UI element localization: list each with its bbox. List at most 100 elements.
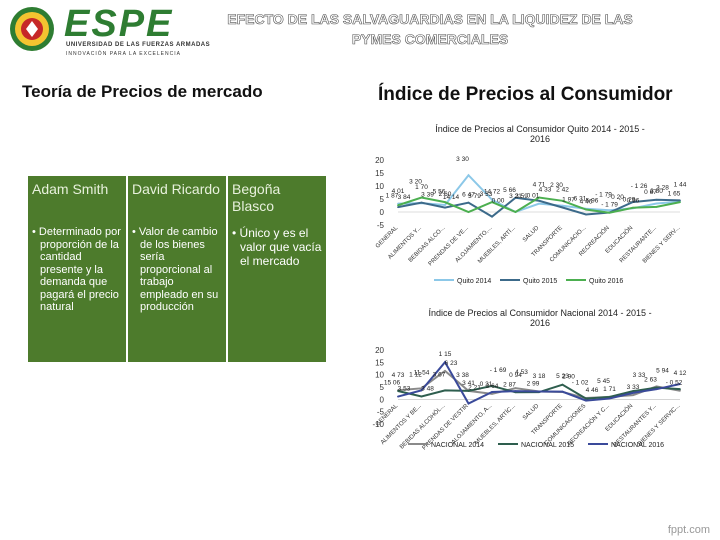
national-category-label: BIENES Y SERVIC... (637, 403, 681, 447)
national-category-label: MUEBLES, ARTÍC... (473, 402, 517, 446)
national-point (679, 388, 681, 391)
national-point (561, 383, 564, 386)
quito-point (397, 206, 399, 209)
national-point (514, 387, 517, 390)
national-point (608, 397, 611, 400)
quito-point (538, 196, 540, 199)
national-data-label: 5 23 (556, 373, 569, 380)
national-point (420, 389, 423, 392)
quito-category-label: MUEBLES, ARTÍ... (476, 224, 517, 265)
national-data-label: 6 23 (445, 360, 458, 367)
quito-point (514, 211, 517, 213)
national-data-label: 3 38 (456, 372, 469, 379)
quito-point (420, 201, 423, 204)
theory-body-ricardo: Valor de cambio de los bienes sería prop… (128, 222, 226, 362)
university-name: UNIVERSIDAD DE LAS FUERZAS ARMADAS (66, 42, 211, 48)
national-data-label: 5 45 (597, 378, 610, 385)
quito-data-label: 3 84 (398, 194, 411, 201)
national-ytick: -5 (377, 408, 385, 417)
national-data-label: - 1 69 (490, 367, 507, 374)
quito-data-label: - 1 79 (595, 191, 612, 198)
theory-text-blasco: Único y es el valor que vacía el mercado (232, 226, 322, 268)
quito-data-label: 0 67 (644, 189, 657, 196)
national-point (467, 402, 470, 405)
quito-title: Índice de Precios al Consumidor Quito 20… (435, 124, 645, 134)
national-ytick: -10 (372, 420, 384, 429)
national-point (444, 389, 446, 392)
national-data-label: 0 31 (480, 381, 493, 388)
national-data-label: 2 90 (562, 374, 575, 381)
national-point (561, 390, 564, 393)
quito-data-label: - 0 29 (619, 197, 636, 204)
quito-data-label: 6 31 (574, 195, 587, 202)
theory-heading: Teoría de Precios de mercado (22, 82, 263, 101)
national-data-label: 1 71 (603, 386, 616, 393)
quito-point (514, 196, 517, 199)
national-point (655, 388, 658, 391)
national-data-label: 2 21 (468, 385, 481, 392)
quito-ytick: 15 (375, 169, 384, 178)
national-category-label: RECREACIÓN Y C... (566, 402, 611, 447)
national-ytick: 15 (375, 358, 384, 367)
quito-category-label: PRENDAS DE VE... (428, 225, 470, 267)
quito-point (467, 201, 470, 204)
theory-body-smith: Determinado por proporción de la cantida… (28, 222, 126, 362)
national-data-label: 1 15 (439, 351, 452, 358)
national-point (585, 397, 587, 400)
national-point (420, 395, 423, 398)
quito-point (608, 211, 611, 214)
quito-ytick: -5 (377, 221, 385, 230)
national-data-label: 4 12 (674, 370, 687, 377)
quito-cpi-chart: Índice de Precios al Consumidor Quito 20… (375, 124, 687, 285)
national-point (632, 390, 634, 393)
quito-point (538, 199, 540, 202)
national-ytick: 20 (375, 346, 384, 355)
quito-point (608, 209, 611, 212)
national-point (397, 395, 399, 398)
national-point (397, 390, 399, 392)
theory-head-ricardo: David Ricardo (128, 176, 226, 222)
theory-body-blasco: Único y es el valor que vacía el mercado (228, 222, 326, 362)
quito-data-label: 3 33 (480, 191, 493, 198)
national-cpi-chart: Índice de Precios al Consumidor Nacional… (372, 308, 687, 452)
quito-data-label: 1 44 (674, 181, 687, 188)
quito-data-label: 4 46 (580, 199, 593, 206)
quito-ytick: 5 (380, 195, 385, 204)
national-point (632, 394, 634, 397)
cpi-heading: Índice de Precios al Consumidor (378, 84, 673, 105)
national-point (679, 383, 681, 385)
national-ytick: 0 (380, 395, 385, 404)
national-data-label: 3 53 (398, 386, 411, 393)
national-data-label: 2 87 (503, 381, 516, 388)
quito-data-label: 1 70 (415, 184, 428, 191)
national-legend-label: NACIONAL 2016 (611, 442, 664, 449)
quito-ytick: 0 (380, 208, 385, 217)
national-data-label: 3 33 (627, 384, 640, 391)
national-point (679, 389, 681, 392)
national-data-label: 5 94 (656, 367, 669, 374)
quito-data-label: 3 21 (509, 193, 522, 200)
theory-text-ricardo: Valor de cambio de los bienes sería prop… (132, 226, 222, 314)
quito-data-label: - 1 26 (631, 183, 648, 190)
national-legend-label: NACIONAL 2014 (431, 442, 484, 449)
national-point (491, 392, 493, 395)
quito-point (467, 211, 470, 213)
quito-data-label: 3 20 (409, 179, 422, 186)
national-point (585, 399, 587, 402)
quito-point (585, 208, 587, 211)
quito-point (444, 206, 446, 209)
quito-data-label: 5 96 (586, 198, 599, 205)
quito-data-label: 0 00 (492, 198, 505, 205)
quito-point (467, 174, 470, 177)
national-title-year: 2016 (530, 318, 550, 328)
quito-data-label: - 1 79 (601, 202, 618, 209)
national-point (491, 384, 493, 387)
quito-category-label: SALUD (522, 225, 541, 244)
national-point (538, 390, 540, 393)
quito-data-label: 14 14 (443, 194, 460, 201)
national-data-label: 4 46 (586, 387, 599, 394)
quito-data-label: 4 01 (392, 188, 405, 195)
quito-ytick: 10 (375, 182, 384, 191)
university-motto: INNOVACIÓN PARA LA EXCELENCIA (66, 51, 181, 57)
national-data-label: - 0 52 (666, 380, 683, 387)
